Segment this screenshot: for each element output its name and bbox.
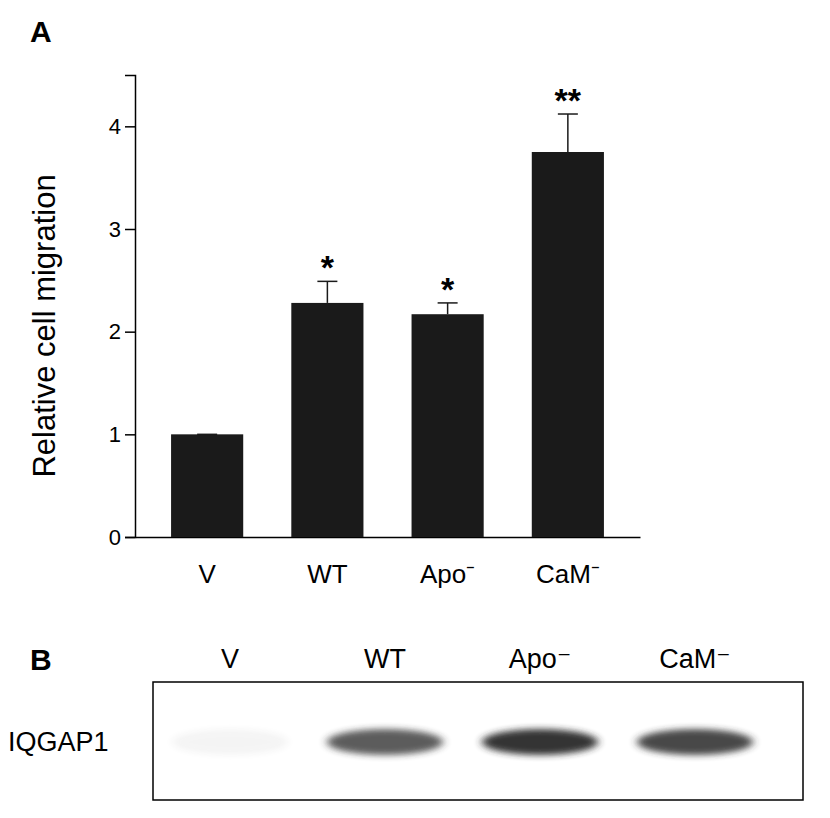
panel-label: A [30,15,52,48]
y-tick-label: 3 [109,217,121,242]
bar [412,314,484,537]
x-tick: WT [307,537,348,589]
y-tick-mark [125,434,135,436]
y-tick: 1 [109,422,135,447]
error-bar [558,114,578,152]
y-tick: 2 [109,319,135,344]
error-bar-stem [567,114,569,152]
y-tick-label: 2 [109,319,121,344]
x-axis: V WT Apo⁻ CaM⁻ [136,537,641,589]
protein-label: IQGAP1 [8,727,109,757]
significance-mark: ** [555,81,582,119]
band [327,729,443,755]
x-tick-label: Apo⁻ [420,559,475,589]
y-tick-mark [125,126,135,128]
x-tick: CaM⁻ [536,537,600,589]
significance-mark: * [321,248,335,286]
lane-label: V [221,644,239,674]
error-bar [197,434,217,435]
error-bar-cap [197,434,217,436]
y-tick-mark [125,331,135,333]
panel-label: B [30,643,52,676]
y-tick-label: 4 [109,114,121,139]
y-tick-mark [125,537,135,539]
y-tick-label: 1 [109,422,121,447]
band [172,729,288,755]
y-tick-label: 0 [109,525,121,550]
y-axis-title: Relative cell migration [27,174,62,477]
x-tick: Apo⁻ [420,537,475,589]
y-axis: 0 1 2 3 4 [109,76,136,550]
y-tick-mark [125,229,135,231]
blot-frame [153,682,803,800]
band [637,729,753,755]
band [482,729,598,755]
y-tick: 3 [109,217,135,242]
x-tick-label: V [198,559,216,589]
lane-label: WT [364,644,406,674]
lane-label: Apo⁻ [509,644,571,674]
y-tick: 0 [109,525,135,550]
x-tick-label: CaM⁻ [536,559,600,589]
bar [171,434,243,537]
figure: A 0 1 2 3 4 V WT Apo⁻ CaM⁻ Relative cell migration… [0,0,830,818]
lane-label: CaM⁻ [659,644,730,674]
y-tick: 4 [109,114,135,139]
y-axis-line [125,76,136,538]
plot-area [171,114,604,537]
significance-mark: * [441,270,455,308]
bar [291,303,363,537]
x-tick-label: WT [307,559,348,589]
blot-bands [172,729,753,755]
bar [532,152,604,537]
x-tick: V [198,537,216,589]
